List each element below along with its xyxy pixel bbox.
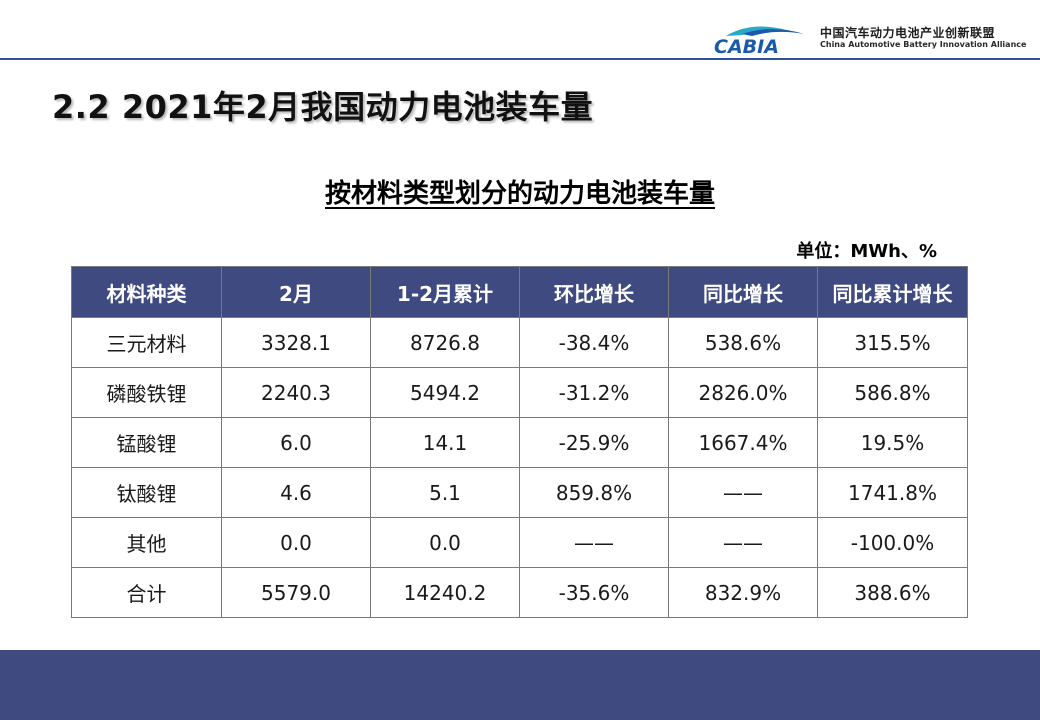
col-header-yoy-growth: 同比增长 [668, 266, 818, 318]
cell-value: —— [668, 467, 818, 518]
cell-value: 586.8% [817, 367, 968, 418]
slide-title: 2.2 2021年2月我国动力电池装车量 [52, 88, 594, 126]
cell-value: 4.6 [221, 467, 371, 518]
cell-material: 其他 [71, 517, 222, 568]
col-header-material: 材料种类 [71, 266, 222, 318]
cabia-car-swoosh-icon: CABIA [714, 26, 804, 56]
cell-value: 14.1 [370, 417, 520, 468]
cell-value: 2240.3 [221, 367, 371, 418]
cell-value: -31.2% [519, 367, 669, 418]
table-row: 锰酸锂 6.0 14.1 -25.9% 1667.4% 19.5% [71, 417, 968, 468]
cell-value: 315.5% [817, 317, 968, 368]
cell-material: 合计 [71, 567, 222, 618]
battery-material-table: 材料种类 2月 1-2月累计 环比增长 同比增长 同比累计增长 三元材料 332… [71, 266, 968, 618]
cell-value: -100.0% [817, 517, 968, 568]
cell-value: 538.6% [668, 317, 818, 368]
cell-value: 832.9% [668, 567, 818, 618]
cell-material: 三元材料 [71, 317, 222, 368]
cell-value: 14240.2 [370, 567, 520, 618]
cell-value: 1667.4% [668, 417, 818, 468]
cell-value: 19.5% [817, 417, 968, 468]
cell-value: 5.1 [370, 467, 520, 518]
logo-abbr: CABIA [714, 36, 779, 56]
table-row: 三元材料 3328.1 8726.8 -38.4% 538.6% 315.5% [71, 317, 968, 368]
cell-material: 钛酸锂 [71, 467, 222, 518]
col-header-feb: 2月 [221, 266, 371, 318]
logo-text-cn: 中国汽车动力电池产业创新联盟 [820, 26, 996, 40]
cell-value: -35.6% [519, 567, 669, 618]
cell-value: 6.0 [221, 417, 371, 468]
table-row-total: 合计 5579.0 14240.2 -35.6% 832.9% 388.6% [71, 567, 968, 618]
header-divider [0, 58, 1040, 60]
table-row: 钛酸锂 4.6 5.1 859.8% —— 1741.8% [71, 467, 968, 518]
cell-material: 磷酸铁锂 [71, 367, 222, 418]
cell-value: 8726.8 [370, 317, 520, 368]
cell-value: -25.9% [519, 417, 669, 468]
cell-value: 2826.0% [668, 367, 818, 418]
col-header-mom-growth: 环比增长 [519, 266, 669, 318]
cell-value: —— [519, 517, 669, 568]
col-header-jan-feb-total: 1-2月累计 [370, 266, 520, 318]
cabia-logo: CABIA 中国汽车动力电池产业创新联盟 China Automotive Ba… [712, 22, 1026, 56]
cell-material: 锰酸锂 [71, 417, 222, 468]
col-header-yoy-cumulative-growth: 同比累计增长 [817, 266, 968, 318]
cell-value: 859.8% [519, 467, 669, 518]
cell-value: 388.6% [817, 567, 968, 618]
cell-value: 0.0 [221, 517, 371, 568]
logo-text-en: China Automotive Battery Innovation Alli… [820, 40, 1027, 49]
cell-value: 1741.8% [817, 467, 968, 518]
table-row: 其他 0.0 0.0 —— —— -100.0% [71, 517, 968, 568]
cell-value: 3328.1 [221, 317, 371, 368]
table-title: 按材料类型划分的动力电池装车量 [324, 179, 715, 209]
table-title-wrap: 按材料类型划分的动力电池装车量 [0, 173, 1040, 210]
cell-value: —— [668, 517, 818, 568]
table-row: 磷酸铁锂 2240.3 5494.2 -31.2% 2826.0% 586.8% [71, 367, 968, 418]
cell-value: 0.0 [370, 517, 520, 568]
cell-value: 5494.2 [370, 367, 520, 418]
table-header-row: 材料种类 2月 1-2月累计 环比增长 同比增长 同比累计增长 [71, 266, 968, 318]
footer-band [0, 650, 1040, 720]
cell-value: -38.4% [519, 317, 669, 368]
cell-value: 5579.0 [221, 567, 371, 618]
unit-label: 单位：MWh、% [796, 241, 937, 262]
